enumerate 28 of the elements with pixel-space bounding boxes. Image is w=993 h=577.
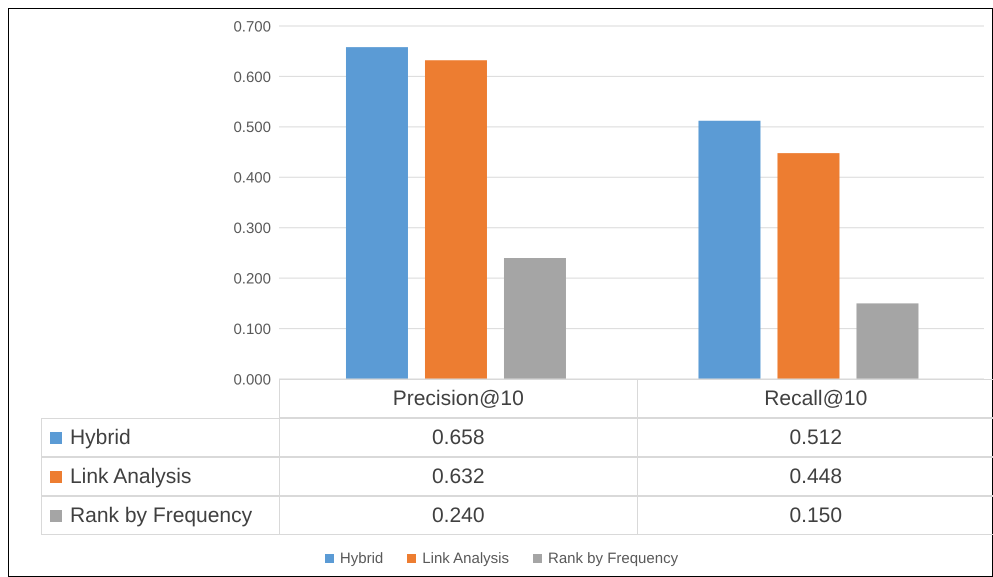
text: Link Analysis xyxy=(70,464,192,488)
y-tick-label: 0.300 xyxy=(233,220,271,238)
text: Hybrid xyxy=(70,426,131,448)
bar xyxy=(424,60,487,379)
y-tick-label: 0.700 xyxy=(233,18,271,36)
bar xyxy=(856,303,918,379)
legend-label: Hybrid xyxy=(338,550,384,567)
y-tick-label: 0.000 xyxy=(233,371,271,388)
data-label: 0.150 xyxy=(636,496,993,535)
text: Rank by Frequency xyxy=(70,504,252,526)
data-label: 0.658 xyxy=(279,418,638,457)
data-label: 0.240 xyxy=(279,496,638,535)
legend-label: Link Analysis xyxy=(421,550,509,567)
data-label: 0.448 xyxy=(636,457,993,496)
bar xyxy=(346,47,408,379)
bar xyxy=(777,153,840,379)
y-tick-label: 0.400 xyxy=(233,170,271,187)
y-tick-label: 0.500 xyxy=(233,119,271,136)
legend-label: Rank by Frequency xyxy=(547,550,678,567)
y-tick-label: 0.100 xyxy=(233,320,271,338)
x-tick-label: Recall@10 xyxy=(636,379,993,418)
bar xyxy=(698,120,760,379)
bar xyxy=(504,258,566,379)
y-tick-label: 0.200 xyxy=(233,270,271,288)
y-tick-label: 0.600 xyxy=(233,68,271,86)
x-tick-label: Precision@10 xyxy=(279,379,638,418)
data-label: 0.632 xyxy=(279,457,638,496)
data-label: 0.512 xyxy=(636,418,993,457)
